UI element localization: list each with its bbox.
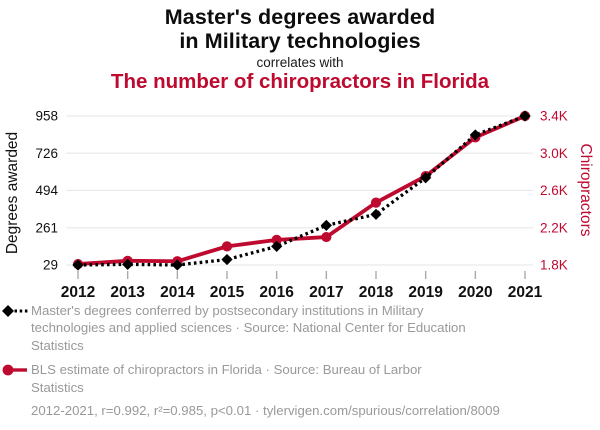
legend-label-masters: Master's degrees conferred by postsecond… — [31, 303, 466, 353]
data-point-diamond — [370, 208, 382, 220]
series-line-masters — [77, 114, 526, 267]
x-axis-year-label: 2020 — [458, 284, 492, 301]
left-axis-title: Degrees awarded — [4, 132, 21, 254]
right-axis-tick-label: 2.6K — [540, 183, 568, 198]
legend: Master's degrees conferred by postsecond… — [1, 302, 579, 418]
right-axis-tick-label: 3.0K — [540, 146, 568, 161]
correlates-with-text: correlates with — [256, 55, 344, 70]
data-point-circle — [271, 234, 282, 245]
right-axis-tick-label: 1.8K — [540, 258, 568, 273]
data-point-diamond — [320, 219, 332, 231]
data-point-circle — [221, 241, 233, 252]
data-point-circle — [370, 197, 382, 208]
data-point-circle — [321, 231, 332, 243]
x-axis-year-label: 2017 — [309, 284, 343, 301]
left-axis-tick-label: 958 — [35, 109, 58, 124]
data-point-diamond — [122, 258, 134, 270]
legend-label-chiropractors: BLS estimate of chiropractors in Florida… — [31, 362, 422, 395]
chart-subtitle: The number of chiropractors in Florida — [110, 70, 490, 93]
x-axis-year-label: 2021 — [508, 284, 543, 301]
left-axis-tick-label: 494 — [35, 183, 58, 198]
x-axis-year-label: 2012 — [61, 284, 95, 301]
right-axis-tick-label: 3.4K — [540, 109, 568, 124]
legend-item-masters: Master's degrees conferred by postsecond… — [1, 302, 579, 354]
x-axis-year-label: 2013 — [110, 284, 145, 301]
red-circle-solid-line-icon — [2, 364, 27, 376]
left-axis-tick-label: 726 — [35, 146, 58, 161]
x-axis-year-label: 2018 — [359, 284, 394, 301]
right-axis-title: Chiropractors — [577, 143, 594, 236]
x-axis-year-label: 2016 — [259, 284, 294, 301]
x-axis-year-label: 2019 — [408, 284, 443, 301]
data-point-diamond — [271, 240, 283, 252]
data-point-diamond — [420, 172, 432, 184]
data-point-diamond — [221, 253, 233, 266]
legend-footnote: 2012-2021, r=0.992, r²=0.985, p<0.01 · t… — [31, 403, 500, 419]
legend-item-chiropractors: BLS estimate of chiropractors in Florida… — [1, 361, 579, 396]
series-line-chiropractors — [77, 114, 526, 266]
left-axis-tick-label: 29 — [43, 258, 58, 273]
chart-title: Master's degrees awarded in Military tec… — [164, 5, 436, 53]
black-diamond-dotted-line-icon — [2, 305, 29, 317]
left-axis-tick-label: 261 — [35, 220, 58, 235]
data-point-diamond — [519, 110, 531, 122]
data-point-diamond — [72, 259, 84, 271]
right-axis-tick-label: 2.2K — [540, 220, 568, 235]
data-point-diamond — [171, 259, 183, 271]
x-axis-year-label: 2015 — [210, 284, 245, 301]
x-axis-year-label: 2014 — [160, 284, 195, 301]
data-point-diamond — [469, 129, 481, 141]
